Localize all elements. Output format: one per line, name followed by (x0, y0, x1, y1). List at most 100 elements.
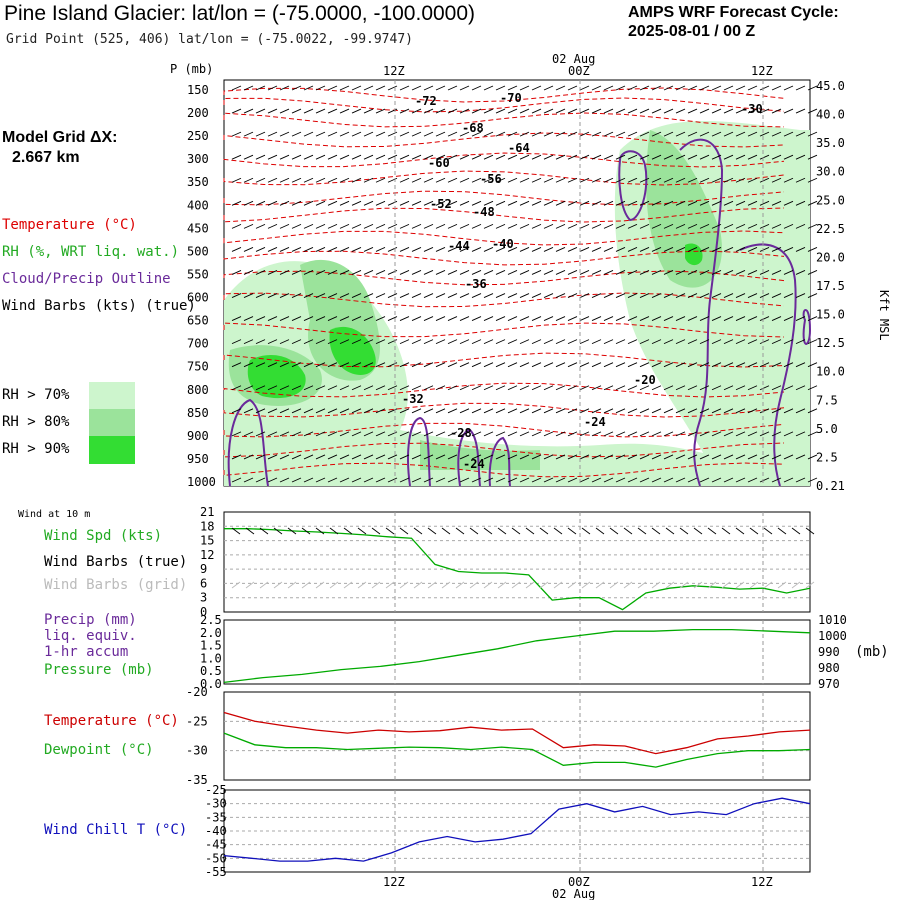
wind-barb (279, 362, 290, 368)
wind-barb (651, 408, 662, 414)
wind-barb (471, 154, 482, 160)
wind-barb (639, 270, 650, 275)
wind-barb (255, 85, 266, 91)
wind-barb (231, 108, 242, 114)
wind-barb (591, 339, 602, 345)
wind-barb (699, 431, 710, 437)
wind-barb (315, 408, 326, 414)
pressure-tick-250: 250 (187, 129, 209, 143)
height-tick-3: 30.0 (816, 165, 845, 179)
wind-barb (423, 362, 434, 368)
wind-barb (447, 223, 458, 229)
wind-barb (543, 477, 554, 483)
wind-barb (471, 477, 482, 483)
wind-barb (687, 131, 698, 137)
wind-barb-grid (441, 581, 451, 589)
wind-barb (747, 200, 758, 206)
wind-barb (303, 177, 314, 183)
wind-barb (459, 408, 470, 414)
wind-barb (471, 177, 482, 183)
wind-barb (291, 247, 302, 252)
wind-barb (579, 223, 590, 229)
cloud-outline-3 (488, 436, 511, 487)
height-tick-8: 15.0 (816, 308, 845, 322)
wind-barb (675, 431, 686, 437)
wind-barb (807, 454, 818, 460)
wind-barb (375, 108, 386, 114)
temperature-label-15: -20 (634, 373, 656, 387)
wind-barb (567, 154, 578, 160)
wind-barb (351, 385, 362, 391)
wind-barb (483, 177, 494, 183)
wind-barb (243, 131, 254, 137)
temperature-label-2: -68 (462, 121, 484, 135)
wind-barb (327, 362, 338, 368)
pressure-tick-750: 750 (187, 360, 209, 374)
wind-barb (567, 270, 578, 275)
wind-barb (735, 431, 746, 437)
wind-barb (651, 477, 662, 483)
wind-barb (387, 154, 398, 160)
wind-barb (483, 362, 494, 368)
wind-barb (675, 223, 686, 229)
wind-barb-grid (497, 581, 507, 589)
wind-barb (543, 85, 554, 91)
wind-barb (723, 293, 734, 298)
wind-barb (315, 339, 326, 345)
wind-barb (711, 85, 722, 91)
wind-barb-grid (651, 581, 661, 589)
wind-barb (423, 131, 434, 137)
wind-barb (567, 108, 578, 114)
wind-barb (291, 108, 302, 114)
height-tick-1: 40.0 (816, 108, 845, 122)
wind-barb (807, 247, 818, 252)
wind-barb (339, 270, 350, 275)
wind-barb (495, 339, 506, 345)
wind-barb (579, 131, 590, 137)
wind-barb (687, 200, 698, 206)
wind-barb (303, 200, 314, 206)
wind-barb (699, 247, 710, 252)
wind-barb (351, 339, 362, 345)
wind-barb (759, 108, 770, 114)
wind-barb (399, 270, 410, 275)
wind-barb (279, 270, 290, 275)
wind-barb (615, 247, 626, 252)
wind-barb (339, 316, 350, 321)
wind-barb-grid (525, 581, 535, 589)
wind-barb (231, 223, 242, 229)
wind-barb (615, 85, 626, 91)
wind-barb (567, 431, 578, 437)
wind-barb (771, 223, 782, 229)
wind-barb (735, 85, 746, 91)
wind-barb (411, 362, 422, 368)
wind-barb (783, 177, 794, 183)
wind-barb (507, 316, 518, 321)
wind-barb-grid (763, 581, 773, 589)
wind-barb (255, 431, 266, 437)
wind-barb (675, 316, 686, 321)
wind-barb (231, 131, 242, 137)
wind-barb (495, 223, 506, 229)
wind-barb (663, 200, 674, 206)
wind-barb-grid (637, 581, 647, 589)
wind-barb (255, 223, 266, 229)
wind-barb (615, 431, 626, 437)
wind-barb (291, 270, 302, 275)
chill-ytick-1: -30 (205, 797, 227, 811)
wind-barb (699, 408, 710, 414)
legend-temperature: Temperature (°C) (2, 217, 137, 233)
wind-barb (759, 85, 770, 91)
wind-barb (483, 339, 494, 345)
wind-barb (315, 316, 326, 321)
wind-barb (447, 108, 458, 114)
grid-point-subtitle: Grid Point (525, 406) lat/lon = (-75.002… (6, 32, 413, 47)
wind-barb-true (287, 527, 297, 535)
wind-barb (399, 385, 410, 391)
wind-barb (711, 431, 722, 437)
wind-barb (735, 154, 746, 160)
wind-barb (687, 454, 698, 460)
wind-barb (339, 477, 350, 483)
wind-barb (519, 454, 530, 460)
wind-barb (639, 454, 650, 460)
